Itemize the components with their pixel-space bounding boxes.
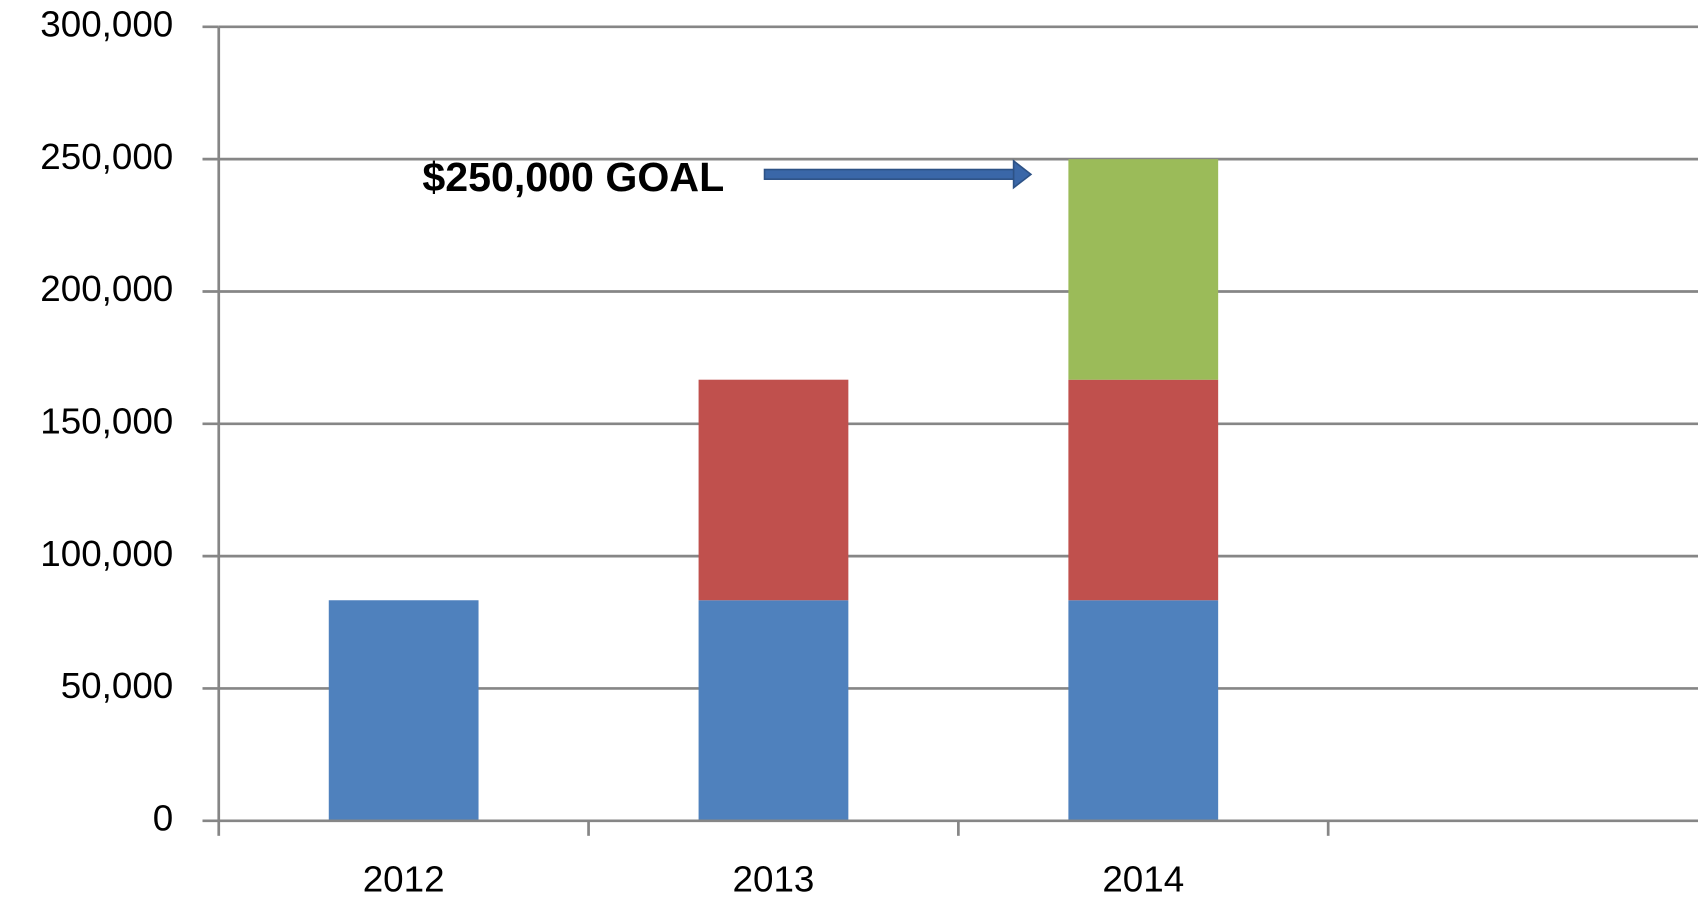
x-tick-label: 2013 xyxy=(733,859,815,900)
y-tick-label: 150,000 xyxy=(40,401,173,442)
grid-layer xyxy=(218,25,1698,690)
y-tick-label: 100,000 xyxy=(40,533,173,574)
x-tick-label: 2012 xyxy=(363,859,445,900)
goal-annotation: $250,000 GOAL xyxy=(422,154,724,200)
bar-segment xyxy=(698,379,849,601)
arrow-shaft xyxy=(763,168,1017,180)
x-tick-label: 2014 xyxy=(1102,859,1184,900)
goal-arrow xyxy=(763,159,1033,190)
bar-segment xyxy=(698,600,849,821)
axis-layer: 0 50,000 100,000 150,000 200,000 250,000 300,0… xyxy=(40,4,1698,900)
y-tick-label: 50,000 xyxy=(61,665,174,706)
y-tick-label: 0 xyxy=(153,798,173,839)
y-tick-label: 200,000 xyxy=(40,268,173,309)
y-tick-label: 300,000 xyxy=(40,4,173,45)
bar-segment xyxy=(1068,600,1219,821)
bar-segment xyxy=(1068,379,1219,601)
arrow-head xyxy=(1012,159,1033,190)
y-tick-label: 250,000 xyxy=(40,136,173,177)
bar-segment xyxy=(328,600,479,821)
bar-layer xyxy=(328,159,1219,821)
bar-segment xyxy=(1068,159,1219,380)
